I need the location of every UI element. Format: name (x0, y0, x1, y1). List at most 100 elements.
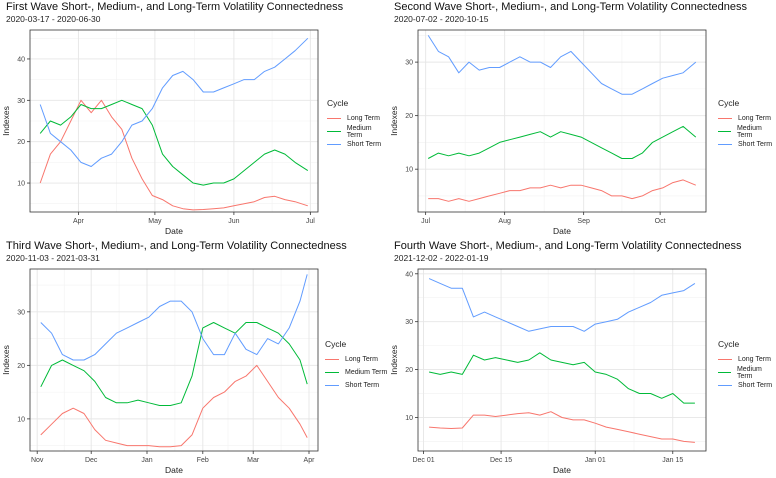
x-tick-label: Jun (228, 218, 239, 225)
legend-swatch-medium-term (718, 131, 731, 132)
legend-label: Short Term (345, 382, 380, 389)
plot-border (417, 29, 707, 213)
series-line-long-term (39, 99, 308, 211)
chart-title: Fourth Wave Short-, Medium-, and Long-Te… (394, 240, 742, 252)
x-axis-label: Date (553, 226, 571, 236)
legend-swatch-medium-term (327, 131, 341, 132)
x-tick-label: Jan 15 (662, 457, 683, 464)
y-axis-label: Indexes (1, 106, 11, 136)
legend-item-long-term: Long Term (718, 353, 776, 366)
legend: Cycle Long Term Medium Term Short Term (718, 98, 776, 151)
legend-swatch-short-term (718, 385, 732, 386)
legend-item-short-term: Short Term (718, 138, 776, 151)
x-tick-label: Aug (498, 218, 511, 225)
y-tick-label: 10 (405, 167, 413, 174)
legend-swatch-long-term (718, 118, 732, 119)
x-tick-label: Jan (141, 457, 152, 464)
series-line-long-term (428, 179, 696, 202)
legend: Cycle Long Term Medium Term Short Term (325, 339, 387, 392)
series-line-short-term (39, 37, 309, 167)
legend-item-long-term: Long Term (325, 353, 387, 366)
x-tick-label: Oct (655, 218, 666, 225)
y-tick-label: 40 (17, 56, 25, 63)
series-line-short-term (40, 274, 308, 361)
chart-subtitle: 2020-11-03 - 2021-03-31 (6, 253, 100, 263)
legend-item-short-term: Short Term (718, 379, 776, 392)
legend-label: Medium Term (346, 124, 372, 139)
y-tick-label: 30 (405, 60, 413, 67)
line-chart: 10 20 30 Jul Aug Sep Oct Date Indexes (389, 29, 707, 236)
chart-subtitle: 2020-07-02 - 2020-10-15 (394, 14, 489, 24)
x-tick-label: Feb (197, 457, 209, 464)
x-tick-label: Jul (306, 218, 315, 225)
legend-label: Medium Term (345, 369, 388, 376)
x-axis-label: Date (165, 226, 183, 236)
legend-label: Medium Term (736, 124, 762, 139)
legend-swatch-medium-term (325, 372, 339, 373)
legend-swatch-short-term (718, 144, 732, 145)
y-tick-label: 30 (405, 319, 413, 326)
series-line-long-term (40, 364, 308, 448)
y-tick-label: 10 (17, 416, 25, 423)
legend-swatch-long-term (325, 359, 339, 360)
legend-label: Long Term (738, 115, 771, 122)
legend-label: Short Term (738, 382, 773, 389)
series-line-short-term (428, 278, 696, 332)
legend-item-long-term: Long Term (327, 112, 388, 125)
y-tick-label: 20 (17, 363, 25, 370)
x-tick-label: Nov (31, 457, 44, 464)
plot-border (29, 29, 319, 213)
x-tick-label: Jul (421, 218, 430, 225)
y-tick-label: 40 (405, 271, 413, 278)
legend-item-medium-term: Medium Term (325, 366, 387, 379)
y-axis-label: Indexes (389, 345, 399, 375)
legend-item-short-term: Short Term (325, 379, 387, 392)
series-line-medium-term (428, 352, 695, 404)
legend-item-medium-term: Medium Term (718, 124, 776, 139)
x-axis-label: Date (165, 465, 183, 475)
chart-title: First Wave Short-, Medium-, and Long-Ter… (6, 1, 344, 13)
legend-item-medium-term: Medium Term (718, 365, 776, 380)
plot-border (29, 268, 319, 452)
y-tick-label: 20 (405, 113, 413, 120)
y-tick-label: 20 (17, 139, 25, 146)
y-tick-label: 10 (17, 181, 25, 188)
series-line-medium-term (427, 125, 697, 159)
chart-panel-4: Fourth Wave Short-, Medium-, and Long-Te… (388, 239, 776, 478)
legend-item-medium-term: Medium Term (327, 124, 388, 139)
legend-label: Short Term (347, 141, 382, 148)
line-chart: 10 20 30 Nov Dec Jan Feb Mar Apr Date Indexes (1, 268, 319, 475)
legend-label: Medium Term (736, 365, 762, 380)
legend-swatch-long-term (327, 118, 341, 119)
x-axis-label: Date (553, 465, 571, 475)
legend-label: Short Term (738, 141, 773, 148)
y-tick-label: 10 (405, 415, 413, 422)
chart-title: Third Wave Short-, Medium-, and Long-Ter… (6, 240, 347, 252)
x-tick-label: Dec 15 (490, 457, 512, 464)
chart-title: Second Wave Short-, Medium-, and Long-Te… (394, 1, 747, 13)
legend-label: Long Term (347, 115, 380, 122)
legend-swatch-medium-term (718, 372, 731, 373)
x-tick-label: Jan 01 (585, 457, 606, 464)
legend-label: Long Term (738, 356, 771, 363)
legend-swatch-short-term (327, 144, 341, 145)
legend: Cycle Long Term Medium Term Short Term (327, 98, 388, 151)
legend-title: Cycle (327, 98, 349, 108)
chart-subtitle: 2021-12-02 - 2022-01-19 (394, 253, 489, 263)
line-chart: 10 20 30 40 Dec 01 Dec 15 Jan 01 Jan 15 Date Inde… (389, 268, 707, 475)
series-line-short-term (427, 35, 697, 95)
y-tick-label: 20 (405, 367, 413, 374)
legend: Cycle Long Term Medium Term Short Term (718, 339, 776, 392)
x-tick-label: Apr (73, 218, 85, 225)
legend-title: Cycle (718, 98, 740, 108)
x-tick-label: Sep (577, 218, 590, 225)
line-chart: 10 20 30 40 Apr May Jun Jul Date Indexes (1, 29, 319, 236)
chart-panel-1: First Wave Short-, Medium-, and Long-Ter… (0, 0, 388, 239)
legend-swatch-short-term (325, 385, 339, 386)
x-tick-label: Apr (304, 457, 316, 464)
legend-label: Long Term (345, 356, 378, 363)
x-tick-label: Dec 01 (412, 457, 434, 464)
y-tick-label: 30 (17, 309, 25, 316)
y-axis-label: Indexes (389, 106, 399, 136)
chart-subtitle: 2020-03-17 - 2020-06-30 (6, 14, 101, 24)
